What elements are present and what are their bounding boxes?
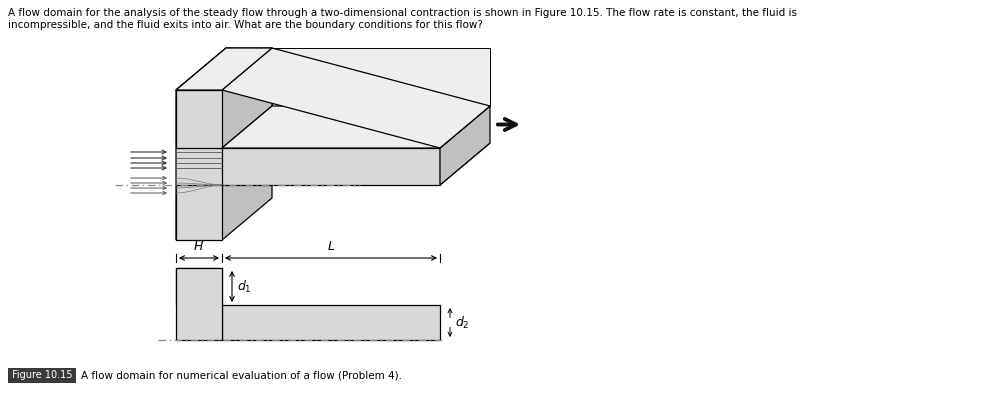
Polygon shape <box>222 143 272 240</box>
Polygon shape <box>176 268 222 305</box>
Polygon shape <box>222 48 272 148</box>
Polygon shape <box>176 48 272 90</box>
Polygon shape <box>222 143 490 185</box>
Text: A flow domain for numerical evaluation of a flow (Problem 4).: A flow domain for numerical evaluation o… <box>81 371 402 381</box>
Polygon shape <box>222 106 490 148</box>
Text: A flow domain for the analysis of the steady flow through a two-dimensional cont: A flow domain for the analysis of the st… <box>8 8 797 30</box>
Polygon shape <box>176 48 272 90</box>
Polygon shape <box>176 185 222 240</box>
Polygon shape <box>226 48 272 106</box>
Polygon shape <box>222 48 490 148</box>
Polygon shape <box>176 268 222 340</box>
Text: Figure 10.15: Figure 10.15 <box>12 371 72 381</box>
Polygon shape <box>176 90 222 148</box>
Text: $d_1$: $d_1$ <box>237 278 252 295</box>
Polygon shape <box>222 305 440 340</box>
Polygon shape <box>440 106 490 185</box>
Polygon shape <box>226 48 490 106</box>
Text: $H$: $H$ <box>193 240 204 253</box>
Text: $L$: $L$ <box>327 240 335 253</box>
Polygon shape <box>222 148 440 185</box>
Polygon shape <box>176 48 226 240</box>
FancyBboxPatch shape <box>8 368 76 383</box>
Text: $d_2$: $d_2$ <box>455 314 469 331</box>
